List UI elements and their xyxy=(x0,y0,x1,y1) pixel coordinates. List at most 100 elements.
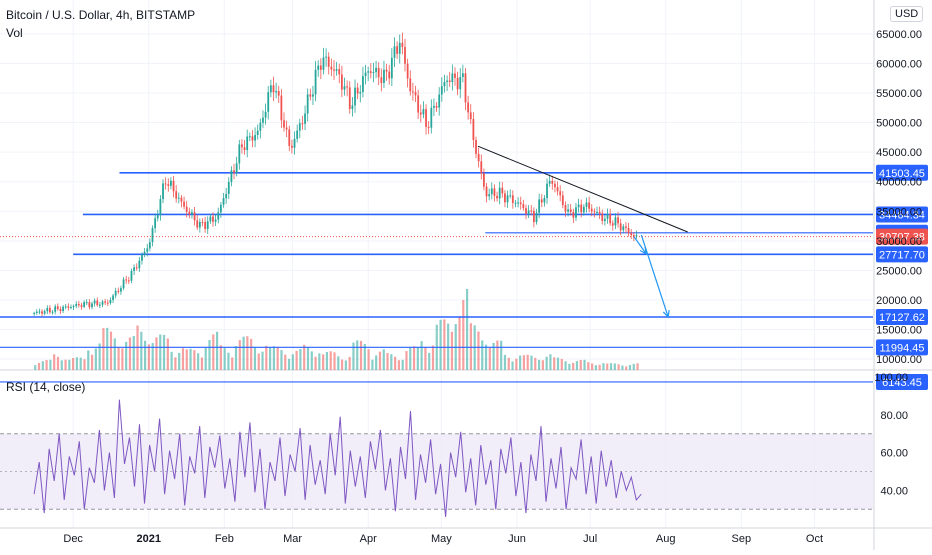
candle-body xyxy=(467,102,470,113)
volume-bar xyxy=(465,288,469,370)
projection-arrowhead xyxy=(662,309,670,319)
volume-bar xyxy=(87,350,90,370)
candle-body xyxy=(135,267,138,269)
candle-body xyxy=(522,204,525,209)
volume-bar xyxy=(276,347,279,370)
candle-body xyxy=(49,308,51,313)
candle-body xyxy=(472,119,475,141)
level-label-bg xyxy=(876,206,928,223)
candle-body xyxy=(230,170,233,182)
rsi-tick-label: 60.00 xyxy=(880,448,908,460)
candle-body xyxy=(267,92,270,112)
price-tick-label: 10000.00 xyxy=(876,354,922,366)
candle-body xyxy=(527,210,530,214)
candle-body xyxy=(225,193,228,199)
volume-bar xyxy=(227,352,230,370)
candle-body xyxy=(409,78,412,92)
volume-bar xyxy=(534,357,537,370)
volume-bar xyxy=(556,357,560,370)
candle-body xyxy=(235,163,238,173)
volume-bar xyxy=(159,334,162,370)
volume-bar xyxy=(219,345,222,370)
candle-body xyxy=(425,109,427,127)
candle-body xyxy=(296,130,299,139)
candle-body xyxy=(611,223,614,226)
rsi-line xyxy=(33,399,642,517)
volume-bar xyxy=(564,361,567,370)
candle-body xyxy=(264,111,267,118)
volume-bar xyxy=(231,357,234,370)
candle-body xyxy=(148,242,151,249)
volume-bar xyxy=(587,362,590,370)
candle-body xyxy=(133,267,135,271)
price-tick-label: 20000.00 xyxy=(876,295,922,307)
volume-bar xyxy=(121,348,124,370)
volume-bar xyxy=(125,341,128,370)
candle-body xyxy=(156,215,159,219)
level-label: 11994.45 xyxy=(879,342,924,354)
candle-body xyxy=(41,311,43,314)
candle-body xyxy=(469,112,472,120)
candle-body xyxy=(369,71,372,73)
candle-body xyxy=(259,122,262,131)
candle-body xyxy=(72,305,75,308)
volume-bar xyxy=(602,363,605,370)
volume-bar xyxy=(375,355,378,370)
volume-bar xyxy=(439,319,442,370)
volume-bar xyxy=(507,357,510,370)
volume-bar xyxy=(337,356,340,370)
current-price-label: 30707.38 xyxy=(879,232,925,244)
candle-body xyxy=(222,198,225,205)
candle-body xyxy=(440,86,443,95)
candle-body xyxy=(272,85,275,93)
volume-bar xyxy=(333,352,336,370)
volume-bar xyxy=(49,359,52,370)
volume-bar xyxy=(128,337,132,370)
volume-bar xyxy=(94,348,97,370)
candle-body xyxy=(309,94,312,97)
candle-body xyxy=(151,228,154,243)
level-label-bg xyxy=(876,164,928,181)
volume-bar xyxy=(75,357,79,370)
candle-body xyxy=(606,213,609,219)
candle-body xyxy=(106,302,109,304)
candle-body xyxy=(625,226,627,228)
level-label-bg xyxy=(876,373,928,390)
candle-body xyxy=(346,86,349,88)
candle-body xyxy=(475,140,477,154)
volume-bar xyxy=(515,358,518,370)
volume-bar xyxy=(511,361,514,370)
candle-body xyxy=(427,126,430,128)
candle-body xyxy=(56,306,59,310)
currency-badge[interactable]: USD xyxy=(890,6,924,22)
candle-body xyxy=(551,180,554,184)
volume-layer xyxy=(34,288,639,370)
candle-body xyxy=(301,123,304,125)
candle-body xyxy=(212,216,214,222)
candle-body xyxy=(238,144,241,164)
candle-body xyxy=(285,127,288,130)
candle-body xyxy=(154,218,157,229)
candle-body xyxy=(582,206,585,213)
volume-bar xyxy=(450,331,454,370)
candle-body xyxy=(614,217,617,226)
candle-body xyxy=(246,136,249,151)
x-tick-label: 2021 xyxy=(137,533,161,545)
candle-body xyxy=(262,117,264,123)
volume-bar xyxy=(500,340,503,370)
candle-body xyxy=(130,270,133,281)
candle-body xyxy=(80,305,83,307)
candle-body xyxy=(333,69,335,71)
volume-bar xyxy=(371,359,374,370)
level-label: 34464.34 xyxy=(879,209,925,221)
volume-bar xyxy=(132,335,135,370)
volume-bar xyxy=(178,352,181,370)
volume-bar xyxy=(246,336,249,370)
candle-body xyxy=(88,302,91,308)
candle-body xyxy=(451,73,454,82)
volume-bar xyxy=(295,350,298,370)
volume-bar xyxy=(306,347,310,370)
candle-body xyxy=(493,188,496,196)
volume-bar xyxy=(250,338,253,370)
price-tick-label: 60000.00 xyxy=(876,58,922,70)
